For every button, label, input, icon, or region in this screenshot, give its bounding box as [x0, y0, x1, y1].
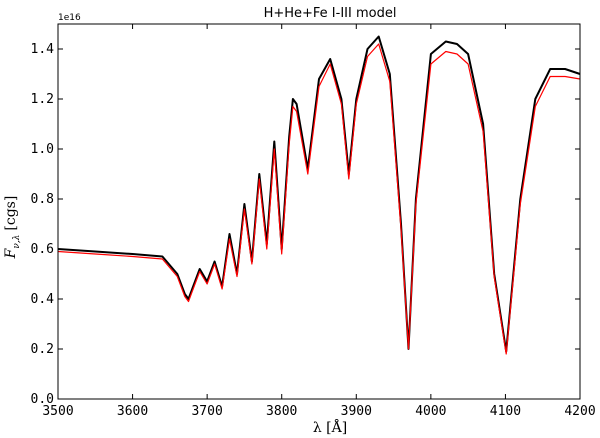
- y-tick-label: 1.0: [31, 142, 54, 157]
- y-tick-label: 1.2: [31, 92, 54, 107]
- x-tick-label: 4000: [415, 404, 446, 419]
- chart-title: H+He+Fe I-III model: [264, 6, 397, 21]
- y-tick-label: 0.4: [31, 292, 55, 307]
- x-tick-label: 3700: [191, 404, 222, 419]
- y-axis-label: Fν,λ [cgs]: [3, 196, 22, 260]
- plot-frame: [57, 23, 581, 400]
- x-tick-label: 3500: [42, 404, 73, 419]
- series-layer: [57, 35, 581, 355]
- y-tick-label: 0.0: [31, 392, 54, 407]
- series-line-2: [57, 43, 581, 355]
- x-tick-label: 4100: [490, 404, 521, 419]
- y-axis-label-symbol: F: [3, 247, 19, 259]
- tick-layer: 3500 3600 3700 3800 3900 4000 4100 4200 0.0 0.2 0.…: [31, 24, 596, 419]
- y-offset-label: 1e16: [58, 13, 81, 23]
- x-tick-label: 3600: [117, 404, 148, 419]
- y-axis-label-unit: [cgs]: [3, 196, 19, 231]
- x-tick-label: 4200: [564, 404, 595, 419]
- x-tick-label: 3800: [266, 404, 297, 419]
- series-line-1: [57, 35, 581, 353]
- y-tick-label: 0.8: [31, 192, 54, 207]
- y-tick-label: 0.6: [31, 242, 54, 257]
- y-tick-label: 1.4: [31, 42, 55, 57]
- x-axis-label: λ [Å]: [313, 418, 347, 436]
- y-axis-label-subscript: ν,λ: [12, 235, 22, 249]
- y-tick-label: 0.2: [31, 342, 54, 357]
- x-tick-label: 3900: [341, 404, 372, 419]
